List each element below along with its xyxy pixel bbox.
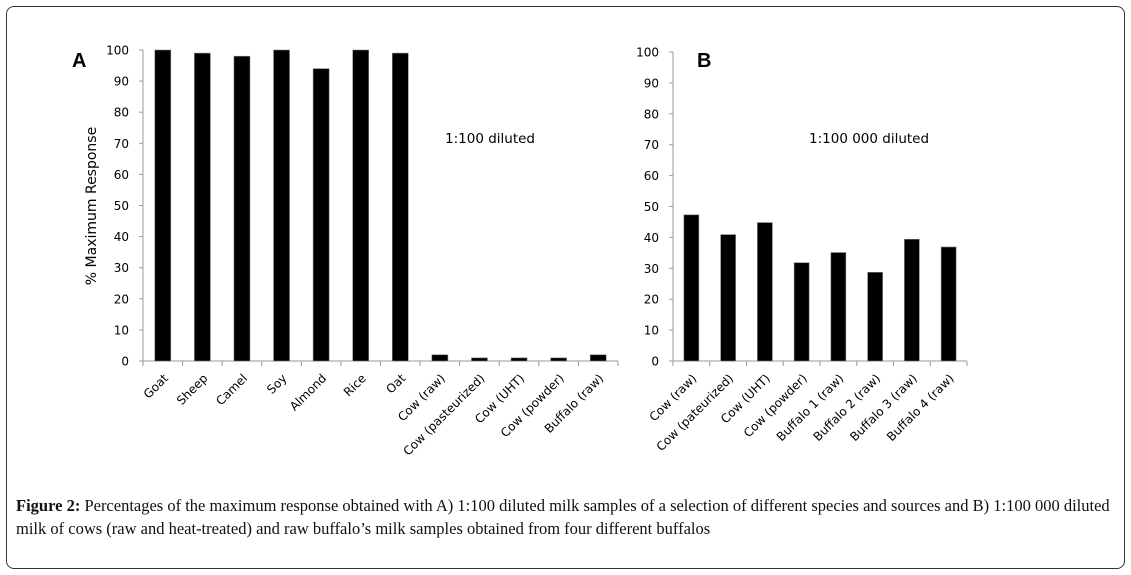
bar-cow-raw bbox=[683, 214, 700, 362]
x-category-label: Camel bbox=[213, 371, 250, 408]
y-tick-label: 90 bbox=[644, 76, 659, 90]
y-tick-label: 0 bbox=[651, 355, 659, 369]
bar-buffalo-3-raw bbox=[904, 238, 920, 362]
x-category-label: Soy bbox=[264, 371, 290, 397]
bar-goat bbox=[154, 49, 172, 362]
bar-buffalo-1-raw bbox=[830, 252, 847, 362]
y-tick-label: 80 bbox=[114, 106, 129, 120]
caption-label: Figure 2: bbox=[16, 496, 81, 515]
panel-a-y-axis-label: % Maximum Response bbox=[84, 127, 100, 285]
y-tick-label: 70 bbox=[114, 137, 129, 151]
y-tick-label: 20 bbox=[644, 293, 659, 307]
y-tick-label: 90 bbox=[114, 75, 129, 89]
y-tick-label: 10 bbox=[644, 324, 659, 338]
x-category-label: Buffalo 4 (raw) bbox=[884, 371, 957, 444]
y-tick-label: 30 bbox=[644, 262, 659, 276]
panel-a-annotation: 1:100 diluted bbox=[445, 131, 535, 147]
y-tick-label: 50 bbox=[644, 200, 659, 214]
caption-text: Percentages of the maximum response obta… bbox=[16, 496, 1110, 538]
y-tick-label: 20 bbox=[114, 292, 129, 306]
bar-buffalo-2-raw bbox=[867, 272, 883, 362]
panel-b-annotation: 1:100 000 diluted bbox=[809, 131, 929, 147]
bar-sheep bbox=[194, 52, 211, 362]
y-tick-label: 10 bbox=[114, 323, 129, 337]
figure-frame bbox=[6, 6, 1125, 569]
bar-oat bbox=[391, 52, 409, 362]
bar-cow-powder bbox=[550, 357, 567, 362]
x-category-label: Almond bbox=[287, 371, 329, 413]
panel-a: A 1:100 diluted % Maximum Response 0 10 20… bbox=[72, 44, 619, 458]
y-tick-label: 100 bbox=[636, 46, 659, 60]
y-tick-label: 40 bbox=[644, 231, 659, 245]
bar-rice bbox=[352, 49, 370, 362]
bar-camel bbox=[233, 55, 251, 362]
y-tick-label: 50 bbox=[114, 199, 129, 213]
x-category-label: Cow (powder) bbox=[741, 371, 810, 440]
y-tick-label: 70 bbox=[644, 138, 659, 152]
figure-caption: Figure 2: Percentages of the maximum res… bbox=[16, 494, 1116, 540]
bar-cow-raw bbox=[431, 354, 449, 362]
bar-buffalo-4-raw bbox=[940, 246, 957, 362]
y-tick-label: 0 bbox=[121, 355, 129, 369]
bar-cow-uht bbox=[510, 357, 528, 362]
bar-cow-pasteurized bbox=[471, 357, 488, 362]
x-category-label: Sheep bbox=[174, 371, 210, 407]
bar-cow-pateurized bbox=[720, 234, 736, 362]
bar-cow-powder bbox=[793, 262, 810, 362]
y-tick-label: 80 bbox=[644, 107, 659, 121]
panel-a-letter: A bbox=[72, 50, 86, 72]
y-tick-label: 40 bbox=[114, 230, 129, 244]
y-tick-label: 30 bbox=[114, 261, 129, 275]
panel-b: B 1:100 000 diluted 0 10 20 30 40 50 60 70 80 90 1… bbox=[636, 46, 968, 454]
bar-soy bbox=[273, 49, 290, 362]
panel-b-letter: B bbox=[697, 50, 711, 72]
y-tick-label: 100 bbox=[106, 44, 129, 58]
bar-cow-uht bbox=[757, 222, 773, 362]
x-category-label: Goat bbox=[141, 371, 171, 401]
y-tick-label: 60 bbox=[114, 168, 129, 182]
bar-buffalo-raw bbox=[589, 354, 607, 362]
figure-charts: A 1:100 diluted % Maximum Response 0 10 20… bbox=[72, 44, 968, 458]
x-category-label: Rice bbox=[341, 371, 369, 399]
bar-almond bbox=[312, 68, 330, 362]
y-tick-label: 60 bbox=[644, 169, 659, 183]
x-category-label: Oat bbox=[383, 371, 408, 396]
